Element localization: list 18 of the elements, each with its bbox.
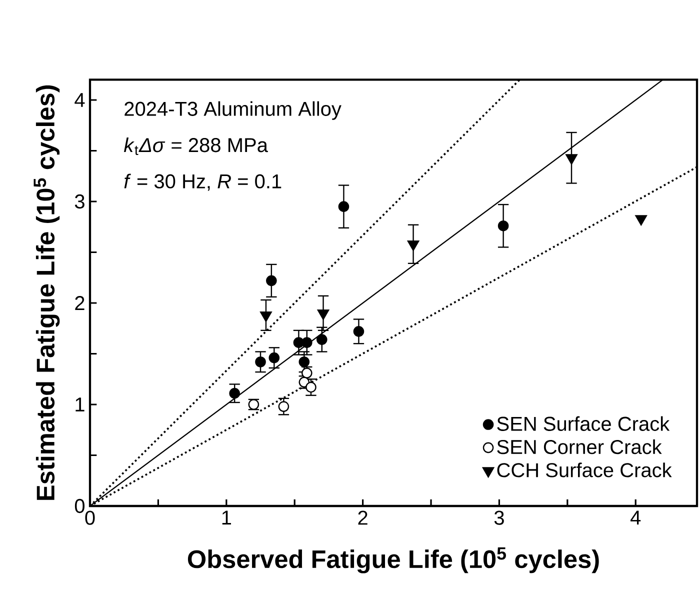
annotation: k$_{t}$Δσ = 288 MPa: [124, 138, 268, 155]
x-tick-label: 1: [222, 510, 231, 524]
legend-label: CCH Surface Crack: [497, 462, 672, 478]
annotation: f = 30 Hz, R = 0.1: [124, 174, 282, 191]
legend-label: SEN Surface Crack: [497, 416, 670, 431]
x-axis-title: Observed Fatigue Life (10$^{5}$ cycles): [188, 547, 599, 574]
x-tick-label: 0: [85, 510, 95, 525]
legend-label: SEN Corner Crack: [497, 439, 662, 454]
y-tick-label: 0: [74, 498, 84, 514]
annotation: 2024-T3 Aluminum Alloy: [124, 101, 342, 120]
x-tick-label: 4: [630, 510, 641, 524]
y-tick-label: 2: [75, 296, 84, 310]
y-tick-label: 4: [74, 93, 85, 107]
x-tick-label: 3: [494, 510, 504, 525]
y-tick-label: 3: [74, 194, 84, 209]
x-tick-label: 2: [358, 510, 368, 525]
y-axis-title: Estimated Fatigue Life (10$^{5}$ cycles): [34, 85, 60, 500]
y-tick-label: 1: [76, 398, 84, 412]
